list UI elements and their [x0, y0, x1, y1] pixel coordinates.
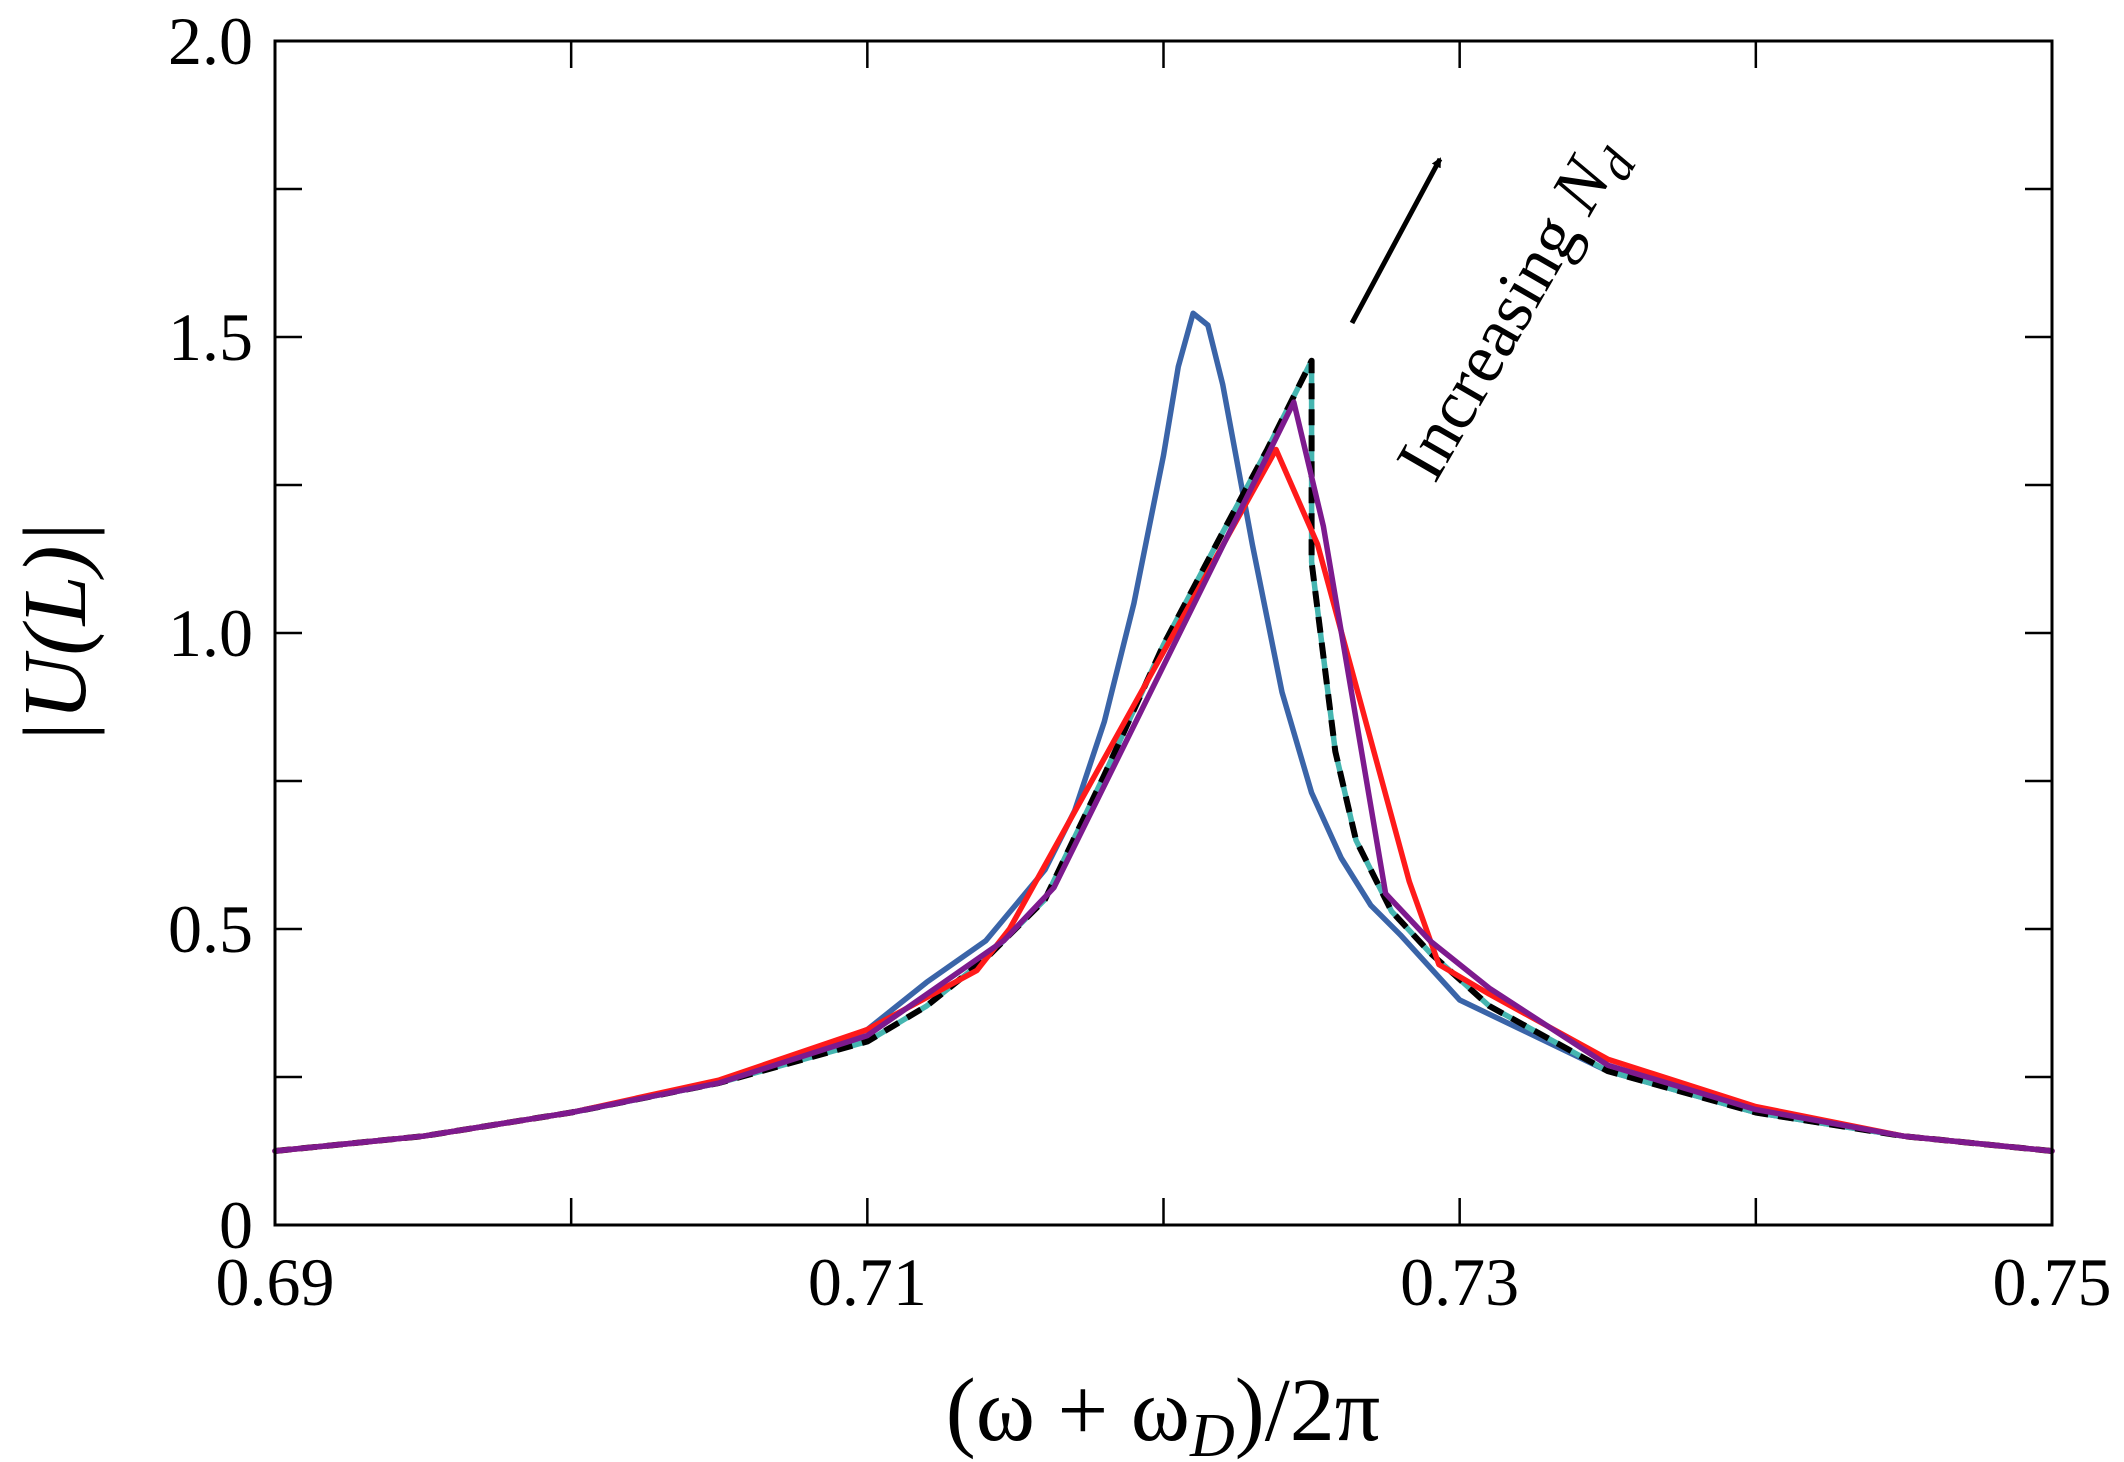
annotation-arrow — [1349, 157, 1443, 325]
plot-area: 0.69 0.71 0.73 0.75 0 0.5 1.0 1.5 2.0 — [168, 3, 2112, 1320]
x-label-pre: (ω + ω — [946, 1361, 1190, 1460]
x-tick-label: 0.73 — [1400, 1244, 1519, 1320]
x-label-sub: D — [1189, 1402, 1235, 1462]
annotation: Increasing Nd — [1382, 124, 1647, 498]
plot-frame — [273, 39, 2054, 1227]
data-line — [272, 357, 2055, 1154]
y-tick-label: 1.0 — [168, 595, 253, 671]
x-tick-label: 0.71 — [808, 1244, 927, 1320]
data-line — [272, 446, 2055, 1154]
data-line — [274, 357, 2053, 1154]
y-tick-label: 1.5 — [168, 299, 253, 375]
data-line — [272, 399, 2055, 1154]
data-line — [272, 310, 2055, 1154]
annotation-text: Increasing — [1382, 202, 1594, 493]
x-tick-label: 0.75 — [1993, 1244, 2112, 1320]
x-axis-label: (ω + ωD)/2π — [946, 1361, 1380, 1462]
x-tick-label: 0.69 — [216, 1244, 335, 1320]
y-tick-label: 2.0 — [168, 3, 253, 79]
y-tick-label: 0.5 — [168, 891, 253, 967]
y-tick-label: 0 — [219, 1187, 253, 1263]
y-axis-label: |U(L)| — [6, 521, 105, 745]
x-label-post: )/2π — [1235, 1361, 1380, 1460]
